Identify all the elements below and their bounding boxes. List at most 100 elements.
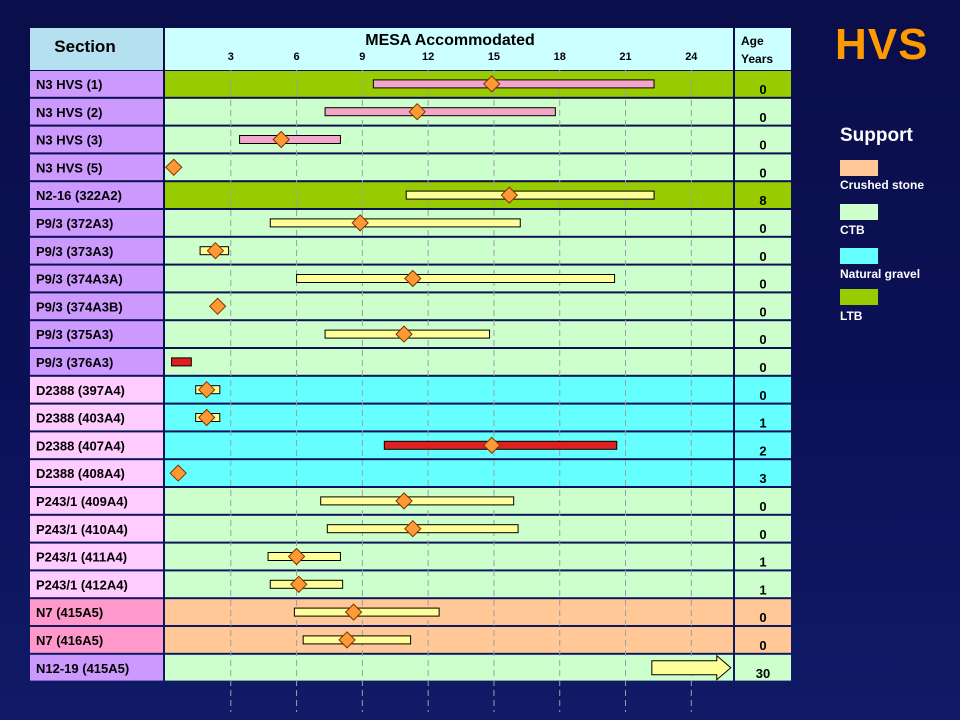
- row-age-cell: [735, 627, 791, 653]
- range-bar: [324, 107, 556, 117]
- median-marker: [483, 75, 501, 93]
- x-tick-label: 9: [359, 51, 365, 63]
- median-marker: [165, 158, 183, 177]
- age-value: 0: [759, 277, 766, 292]
- median-marker: [395, 325, 413, 343]
- row-label: N7 (415A5): [36, 605, 103, 620]
- row-label-cell: [30, 349, 163, 375]
- legend-label-ctb: CTB: [840, 223, 865, 237]
- row-label: D2388 (397A4): [36, 383, 125, 398]
- age-value: 0: [759, 165, 766, 180]
- median-marker: [206, 241, 225, 260]
- row-label-cell: [30, 460, 163, 486]
- median-marker: [344, 603, 363, 621]
- age-value: 2: [759, 443, 766, 458]
- row-label: D2388 (407A4): [36, 438, 125, 453]
- range-bar: [269, 218, 521, 228]
- range-bar: [320, 496, 515, 506]
- row-label: D2388 (408A4): [36, 466, 125, 481]
- median-marker: [272, 130, 290, 149]
- x-tick-label: 24: [685, 51, 698, 63]
- median-marker: [395, 492, 413, 510]
- row-label: P9/3 (374A3B): [36, 299, 123, 314]
- median-marker: [287, 547, 306, 566]
- median-marker: [483, 436, 501, 455]
- row-age-cell: [735, 599, 791, 625]
- header-years-label: Years: [741, 52, 773, 66]
- age-value: 1: [759, 416, 766, 431]
- row-label-cell: [30, 154, 163, 181]
- row-age-cell: [735, 515, 791, 542]
- row-label-cell: [30, 126, 163, 153]
- row-age-cell: [735, 543, 791, 570]
- range-bar: [372, 79, 655, 89]
- row-age-cell: [735, 376, 791, 403]
- row-label-cell: [30, 210, 163, 236]
- row-support-band: [165, 654, 733, 681]
- age-value: 0: [759, 638, 766, 653]
- row-label-cell: [30, 599, 163, 625]
- median-marker: [197, 408, 216, 427]
- row-age-cell: [735, 182, 791, 208]
- age-value: 0: [759, 221, 766, 236]
- range-bar: [383, 440, 618, 450]
- row-age-cell: [735, 460, 791, 486]
- range-bar: [171, 357, 192, 367]
- x-tick-label: 6: [294, 51, 300, 63]
- row-age-cell: [735, 237, 791, 264]
- median-marker: [290, 575, 308, 594]
- x-tick-label: 3: [228, 51, 234, 63]
- row-age-cell: [735, 71, 791, 97]
- row-label: N2-16 (322A2): [36, 188, 122, 203]
- row-support-band: [165, 237, 733, 264]
- age-value: 0: [759, 527, 766, 542]
- age-value: 0: [759, 332, 766, 347]
- row-age-cell: [735, 98, 791, 125]
- row-label-cell: [30, 98, 163, 125]
- row-label-cell: [30, 515, 163, 542]
- row-label-cell: [30, 71, 163, 97]
- median-marker: [208, 297, 227, 316]
- median-marker: [500, 186, 519, 204]
- median-marker: [404, 269, 422, 288]
- row-label: P9/3 (373A3): [36, 244, 113, 259]
- legend-swatch-natural-gravel: [840, 248, 878, 264]
- row-label: D2388 (403A4): [36, 411, 125, 426]
- range-bar: [296, 274, 616, 283]
- age-value: 0: [759, 110, 766, 125]
- row-age-cell: [735, 321, 791, 347]
- row-support-band: [165, 404, 733, 431]
- age-value: 3: [759, 471, 766, 486]
- row-label-cell: [30, 432, 163, 459]
- legend-swatch-crushed-stone: [840, 160, 878, 176]
- row-label: P243/1 (410A4): [36, 522, 128, 537]
- x-tick-label: 12: [422, 51, 434, 63]
- legend-label-crushed-stone: Crushed stone: [840, 178, 925, 192]
- axis-title-mesa: MESA Accommodated: [365, 32, 535, 49]
- x-tick-label: 18: [554, 51, 566, 63]
- row-label-cell: [30, 321, 163, 347]
- row-support-band: [165, 571, 733, 598]
- x-tick-label: 15: [488, 51, 500, 63]
- row-label: P243/1 (411A4): [36, 550, 127, 565]
- row-label: P243/1 (409A4): [36, 494, 128, 509]
- legend-title: Support: [840, 125, 913, 146]
- range-bar: [302, 635, 412, 645]
- chart-title-hvs: HVS: [835, 20, 929, 69]
- row-label: N7 (416A5): [36, 633, 103, 648]
- row-age-cell: [735, 210, 791, 236]
- age-value: 0: [759, 82, 766, 97]
- row-label: P9/3 (374A3A): [36, 272, 123, 287]
- median-marker: [404, 519, 422, 538]
- row-label-cell: [30, 571, 163, 598]
- row-age-cell: [735, 432, 791, 459]
- age-value: 0: [759, 249, 766, 264]
- age-value: 0: [759, 610, 766, 625]
- age-value: 8: [759, 193, 766, 208]
- row-support-band: [165, 293, 733, 320]
- row-support-band: [165, 543, 733, 570]
- row-label-cell: [30, 237, 163, 264]
- row-support-band: [165, 376, 733, 403]
- row-label-cell: [30, 265, 163, 292]
- legend-swatch-ctb: [840, 204, 878, 220]
